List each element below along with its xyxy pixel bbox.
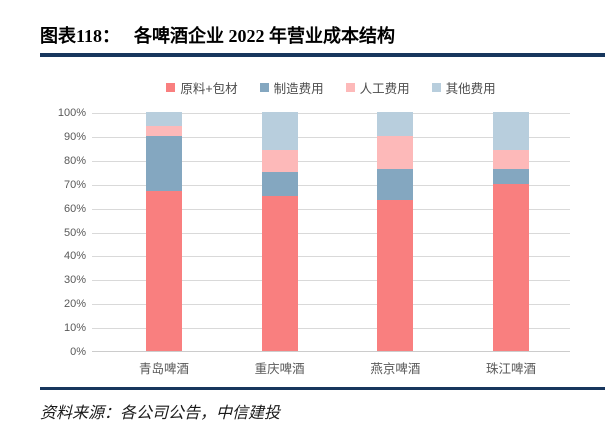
bar-segment xyxy=(261,112,298,151)
gridline-10% xyxy=(92,328,570,330)
y-tick-label: 60% xyxy=(63,202,86,215)
bar-segment xyxy=(261,150,298,172)
y-tick-label: 70% xyxy=(63,178,86,191)
x-tick-label: 珠江啤酒 xyxy=(485,362,536,376)
stacked-bar-燕京啤酒 xyxy=(377,112,414,351)
y-tick-label: 80% xyxy=(63,154,86,167)
y-tick-label: 10% xyxy=(63,322,86,335)
bar-segment xyxy=(146,126,182,136)
bar-segment xyxy=(493,183,529,351)
legend-label: 制造费用 xyxy=(273,82,324,96)
bar-segment xyxy=(377,135,414,170)
x-tick-label: 重庆啤酒 xyxy=(254,362,305,376)
bar-segment xyxy=(146,190,182,351)
legend-label: 原料+包材 xyxy=(180,82,238,96)
y-tick-label: 20% xyxy=(63,298,86,311)
chart-legend: 原料+包材 制造费用 人工费用 其他费用 xyxy=(92,78,570,97)
legend-swatch-icon xyxy=(345,83,355,92)
gridline-80% xyxy=(92,160,570,162)
bar-segment xyxy=(261,171,298,196)
bar-segment xyxy=(377,112,414,136)
stacked-bar-珠江啤酒 xyxy=(493,112,529,351)
title-divider xyxy=(40,53,605,57)
x-tick-label: 燕京啤酒 xyxy=(370,362,421,376)
gridline-90% xyxy=(92,136,570,138)
legend-item-2: 人工费用 xyxy=(345,78,410,97)
y-tick-label: 30% xyxy=(63,274,86,287)
bar-segment xyxy=(493,150,529,170)
legend-item-3: 其他费用 xyxy=(431,78,496,97)
y-tick-label: 100% xyxy=(57,107,86,119)
bar-segment xyxy=(146,112,182,127)
bar-segment xyxy=(261,195,298,351)
legend-swatch-icon xyxy=(431,83,441,92)
figure-number: 图表118： xyxy=(40,26,121,46)
legend-item-0: 原料+包材 xyxy=(166,78,238,97)
source-note: 资料来源：各公司公告，中信建投 xyxy=(40,405,281,422)
stacked-bar-重庆啤酒 xyxy=(261,112,298,351)
gridline-20% xyxy=(92,304,570,306)
y-tick-label: 90% xyxy=(63,130,86,143)
gridline-60% xyxy=(92,208,570,210)
bar-segment xyxy=(377,200,414,351)
footer-divider xyxy=(40,387,605,390)
x-axis-line xyxy=(92,351,570,352)
gridline-50% xyxy=(92,232,570,234)
bar-segment xyxy=(493,112,529,151)
legend-label: 人工费用 xyxy=(359,82,410,96)
figure-title: 图表118： 各啤酒企业 2022 年营业成本结构 xyxy=(40,22,395,48)
legend-swatch-icon xyxy=(259,83,269,92)
legend-swatch-icon xyxy=(166,83,176,92)
legend-label: 其他费用 xyxy=(445,82,496,96)
y-tick-label: 0% xyxy=(70,346,86,358)
gridline-30% xyxy=(92,280,570,282)
x-tick-label: 青岛啤酒 xyxy=(138,362,189,376)
bar-segment xyxy=(146,135,182,191)
y-tick-label: 40% xyxy=(63,250,86,263)
chart-plot-area xyxy=(92,112,570,352)
figure-title-text: 各啤酒企业 2022 年营业成本结构 xyxy=(134,26,396,46)
gridline-100% xyxy=(92,113,570,114)
bar-segment xyxy=(377,169,414,201)
gridline-70% xyxy=(92,184,570,186)
legend-item-1: 制造费用 xyxy=(259,78,324,97)
y-tick-label: 50% xyxy=(63,226,86,239)
gridline-40% xyxy=(92,256,570,258)
bar-segment xyxy=(493,169,529,184)
stacked-bar-青岛啤酒 xyxy=(146,112,182,351)
